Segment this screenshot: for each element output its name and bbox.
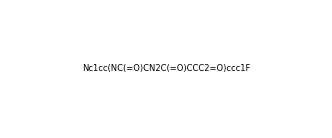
Text: Nc1cc(NC(=O)CN2C(=O)CCC2=O)ccc1F: Nc1cc(NC(=O)CN2C(=O)CCC2=O)ccc1F [82,64,250,74]
